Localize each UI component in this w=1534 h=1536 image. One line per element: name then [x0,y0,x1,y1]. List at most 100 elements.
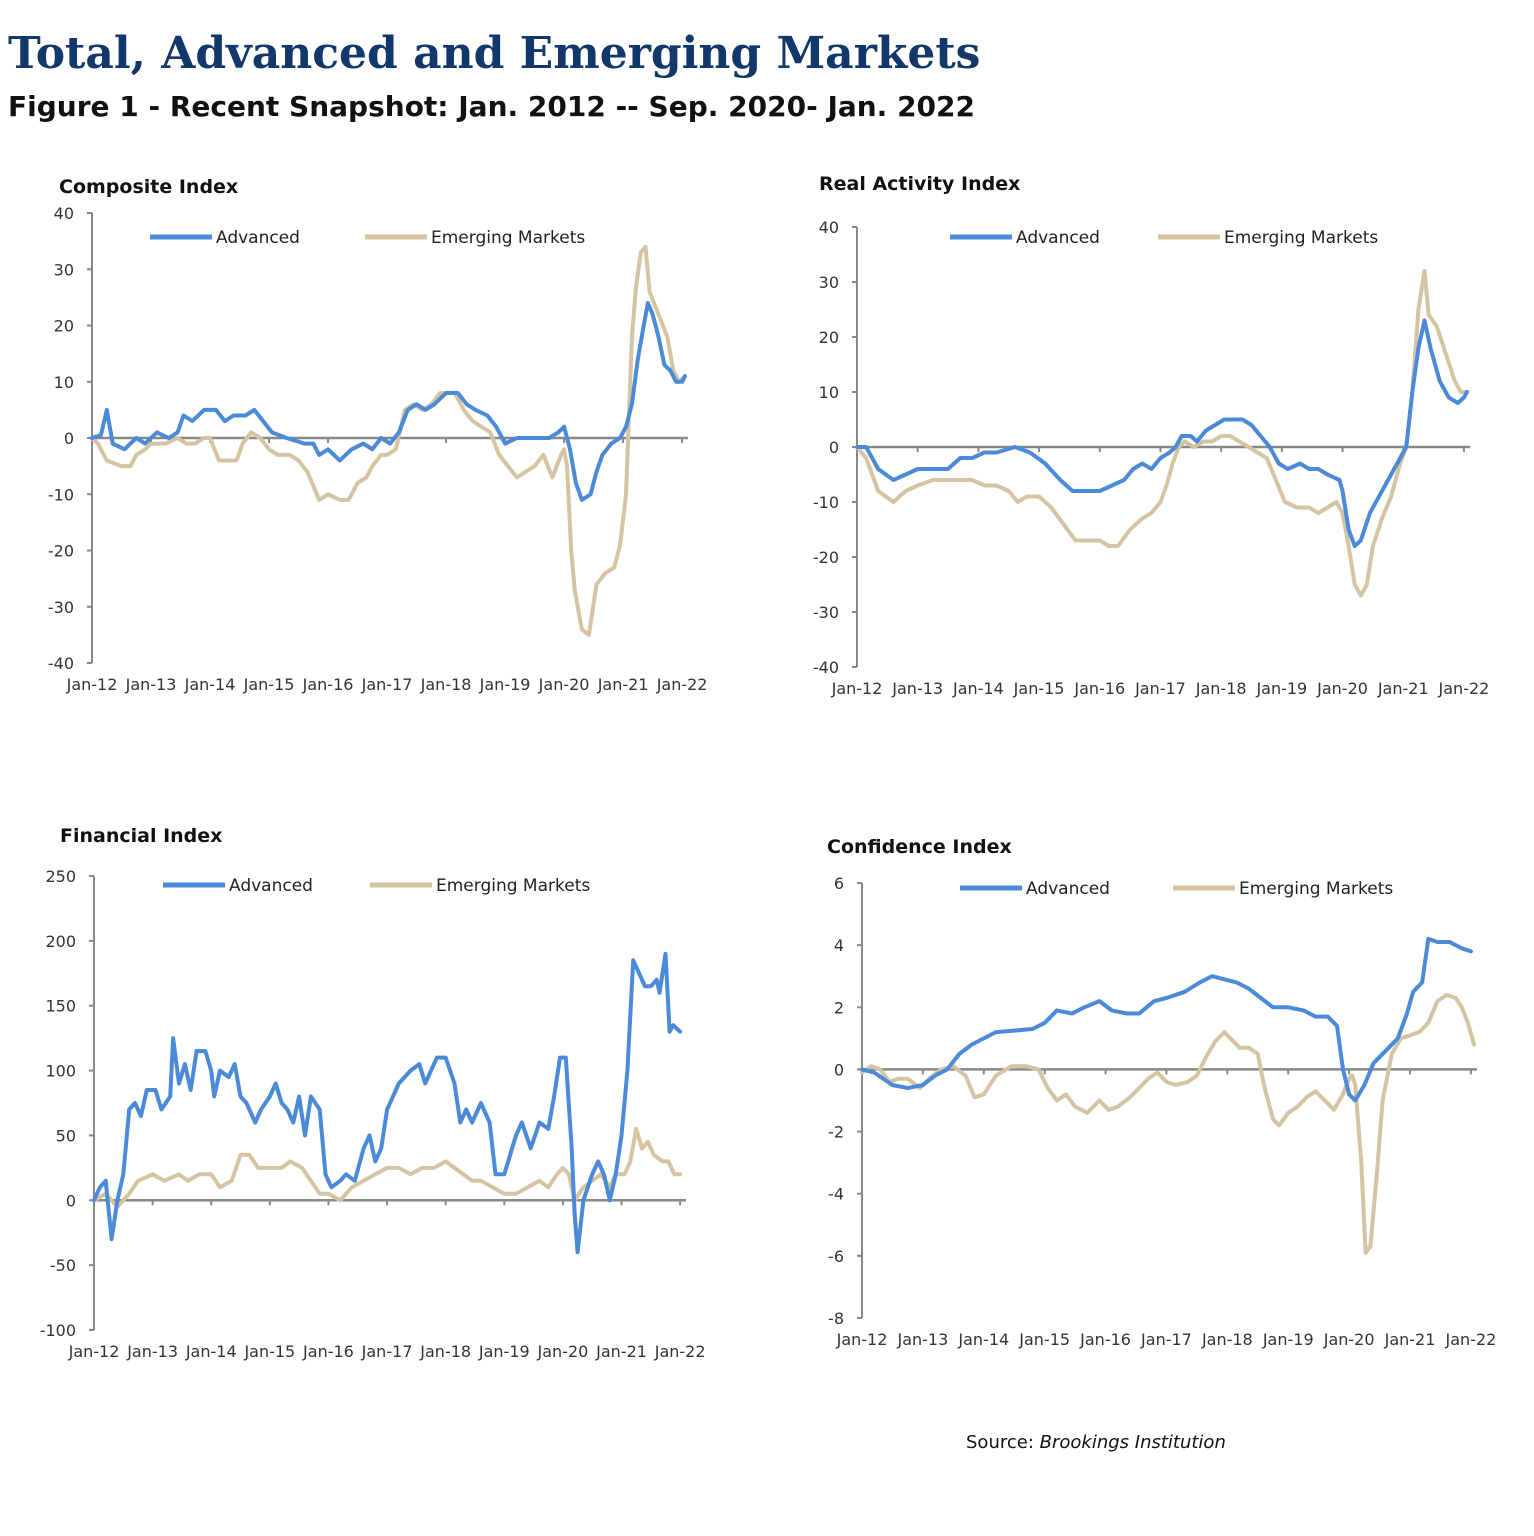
x-tick-label: Jan-19 [1262,1330,1314,1349]
x-tick-label: Jan-14 [184,675,236,694]
x-tick-label: Jan-12 [68,1342,120,1361]
y-tick-label: 100 [45,1062,76,1081]
x-tick-label: Jan-22 [654,1342,706,1361]
x-tick-label: Jan-15 [243,675,295,694]
legend-label-emerging-markets: Emerging Markets [1239,879,1393,899]
x-tick-label: Jan-19 [478,1342,530,1361]
x-tick-label: Jan-19 [1255,679,1307,698]
y-tick-label: -10 [48,485,74,504]
x-tick-label: Jan-15 [1018,1330,1070,1349]
y-tick-label: -40 [813,658,839,677]
y-tick-label: -2 [828,1123,844,1142]
x-tick-label: Jan-13 [126,1342,178,1361]
x-tick-label: Jan-17 [1140,1330,1192,1349]
legend-label-advanced: Advanced [1026,879,1110,899]
x-tick-label: Jan-17 [361,1342,413,1361]
composite-index-plot: 40 30 20 10 0 -10 -20 -30 -40 Jan-12 Jan-13 Jan-14 J… [48,204,708,694]
x-tick-label: Jan-21 [1384,1330,1436,1349]
x-tick-label: Jan-16 [302,675,354,694]
x-tick-label: Jan-12 [66,675,118,694]
advanced-series-line [855,318,1469,548]
y-tick-label: 150 [45,997,76,1016]
x-tick-label: Jan-20 [1316,679,1368,698]
x-tick-label: Jan-20 [537,1342,589,1361]
y-tick-label: 20 [819,328,839,347]
y-tick-label: 10 [54,373,74,392]
x-tick-label: Jan-17 [361,675,413,694]
y-tick-label: 250 [45,867,76,886]
legend-label-emerging-markets: Emerging Markets [431,228,585,248]
y-tick-label: 40 [54,204,74,223]
x-tick-label: Jan-22 [656,675,708,694]
y-tick-label: 30 [819,273,839,292]
y-tick-label: -20 [813,548,839,567]
y-tick-label: -30 [48,598,74,617]
x-tick-label: Jan-15 [1013,679,1065,698]
financial-index-chart: Financial Index 250 200 150 100 50 0 -50 -100 Ja… [0,820,740,1380]
y-tick-label: 0 [834,1060,844,1079]
emerging-markets-series-line [92,1126,683,1209]
x-tick-label: Jan-18 [1201,1330,1253,1349]
x-tick-label: Jan-22 [1445,1330,1497,1349]
y-tick-label: 2 [834,998,844,1017]
y-tick-label: -100 [40,1321,76,1340]
y-tick-label: 10 [819,383,839,402]
chart-title: Financial Index [60,825,223,847]
x-tick-label: Jan-14 [957,1330,1009,1349]
advanced-series-line [860,936,1473,1103]
real-activity-index-chart: Real Activity Index 40 30 20 10 0 -10 -20 -30 -4… [765,170,1525,720]
x-tick-label: Jan-18 [420,675,472,694]
emerging-markets-series-line [855,269,1469,598]
y-tick-label: -20 [48,542,74,561]
legend-label-advanced: Advanced [1016,228,1100,248]
x-tick-label: Jan-16 [302,1342,354,1361]
x-tick-label: Jan-14 [185,1342,237,1361]
source-name: Brookings Institution [1039,1432,1226,1453]
source-label: Source: [966,1432,1034,1453]
y-tick-label: 50 [56,1126,76,1145]
y-tick-label: 0 [829,438,839,457]
x-tick-label: Jan-12 [831,679,883,698]
x-tick-label: Jan-20 [538,675,590,694]
y-tick-label: -8 [828,1309,844,1328]
source-note: Source: Brookings Institution [966,1432,1226,1453]
x-tick-label: Jan-17 [1134,679,1186,698]
y-tick-label: 0 [66,1191,76,1210]
page-title: Total, Advanced and Emerging Markets [8,28,981,79]
confidence-index-chart: Confidence Index 6 4 2 0 -2 -4 -6 -8 Jan-12 Jan-1… [770,830,1530,1380]
real-activity-index-plot: 40 30 20 10 0 -10 -20 -30 -40 Jan-12 Jan-13 Jan-14 J… [813,218,1490,698]
y-tick-label: -30 [813,603,839,622]
advanced-series-line [92,951,683,1255]
x-tick-label: Jan-13 [896,1330,948,1349]
y-tick-label: 20 [54,317,74,336]
y-tick-label: 30 [54,260,74,279]
x-tick-label: Jan-18 [419,1342,471,1361]
legend-label-emerging-markets: Emerging Markets [1224,228,1378,248]
x-tick-label: Jan-16 [1079,1330,1131,1349]
legend-label-emerging-markets: Emerging Markets [436,876,590,896]
chart-title: Composite Index [59,176,239,198]
y-tick-label: 4 [834,936,844,955]
y-tick-label: 40 [819,218,839,237]
x-tick-label: Jan-21 [597,675,649,694]
x-tick-label: Jan-21 [1377,679,1429,698]
y-tick-label: -50 [50,1256,76,1275]
x-tick-label: Jan-14 [952,679,1004,698]
x-tick-label: Jan-21 [595,1342,647,1361]
x-tick-label: Jan-18 [1195,679,1247,698]
x-tick-label: Jan-20 [1323,1330,1375,1349]
composite-index-chart: Composite Index 40 30 20 10 0 -10 -20 -30 -40 Jan… [0,170,740,720]
x-tick-label: Jan-22 [1438,679,1490,698]
x-tick-label: Jan-12 [836,1330,888,1349]
legend-label-advanced: Advanced [229,876,313,896]
legend-label-advanced: Advanced [216,228,300,248]
x-tick-label: Jan-13 [891,679,943,698]
x-tick-label: Jan-19 [479,675,531,694]
emerging-markets-series-line [860,992,1476,1255]
page-subtitle: Figure 1 - Recent Snapshot: Jan. 2012 --… [8,90,975,123]
advanced-series-line [90,301,687,502]
y-tick-label: -6 [828,1247,844,1266]
y-tick-label: -40 [48,654,74,673]
x-tick-label: Jan-15 [243,1342,295,1361]
y-tick-label: 6 [834,874,844,893]
